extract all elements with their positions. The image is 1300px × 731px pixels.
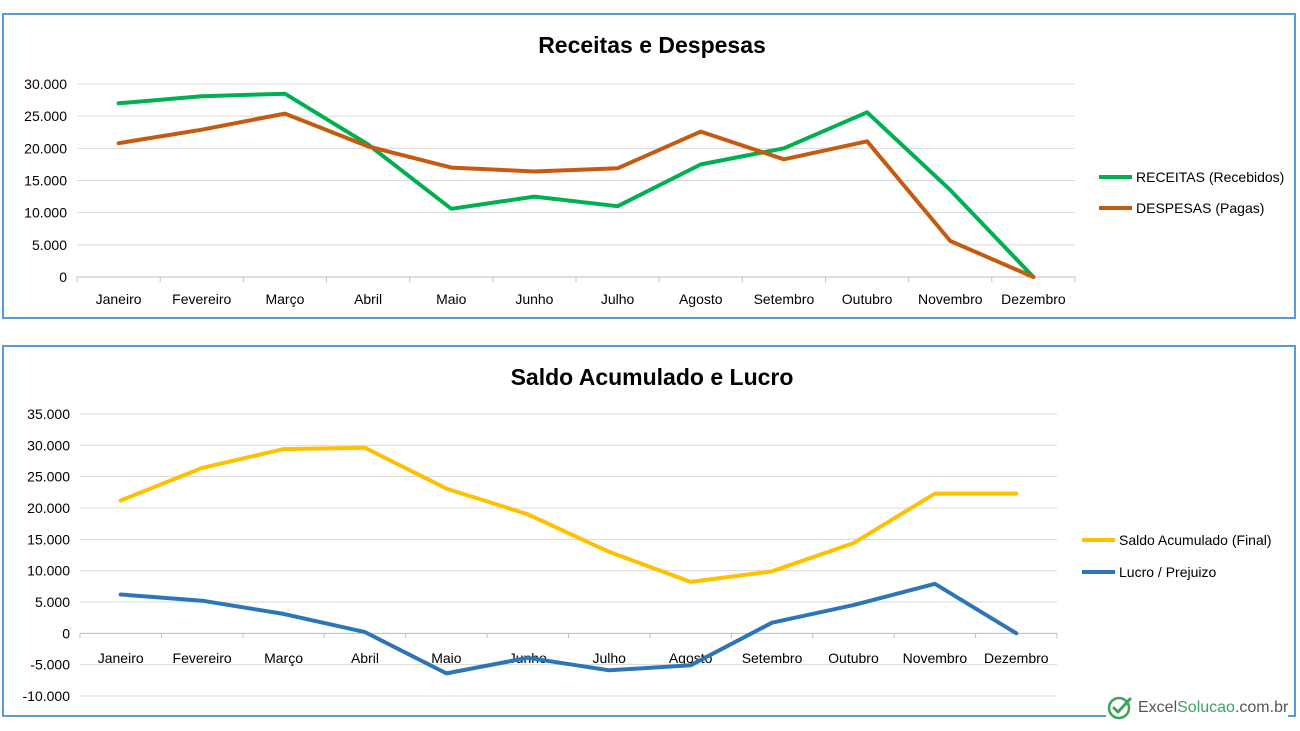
x-tick-label: Dezembro xyxy=(1001,291,1066,307)
x-tick-label: Abril xyxy=(354,291,382,307)
y-tick-label: 20.000 xyxy=(27,500,70,516)
x-tick-label: Outubro xyxy=(842,291,893,307)
x-tick-label: Novembro xyxy=(918,291,983,307)
y-tick-label: 0 xyxy=(62,625,70,641)
x-tick-label: Setembro xyxy=(742,650,803,666)
x-tick-label: Maio xyxy=(436,291,467,307)
series-line-despesas xyxy=(116,111,1036,279)
chart-title: Receitas e Despesas xyxy=(538,32,766,58)
check-circle-icon xyxy=(1107,696,1132,720)
y-tick-label: -5.000 xyxy=(30,657,70,673)
y-tick-label: 30.000 xyxy=(27,437,70,453)
legend-label-despesas: DESPESAS (Pagas) xyxy=(1136,200,1264,216)
x-tick-label: Março xyxy=(265,291,304,307)
x-tick-label: Julho xyxy=(592,650,626,666)
receitas-despesas-chart-panel: Receitas e Despesas 0 5.000 10.000 15.000 20… xyxy=(2,13,1296,319)
x-tick-label: Julho xyxy=(601,291,635,307)
y-tick-label: 0 xyxy=(59,269,67,285)
x-tick-label: Fevereiro xyxy=(173,650,232,666)
y-tick-label: 5.000 xyxy=(35,594,70,610)
x-tick-label: Agosto xyxy=(669,650,713,666)
x-tick-label: Dezembro xyxy=(984,650,1049,666)
series-line-saldo xyxy=(118,445,1019,584)
chart-title: Saldo Acumulado e Lucro xyxy=(511,364,794,390)
x-tick-label: Maio xyxy=(431,650,462,666)
legend-label-receitas: RECEITAS (Recebidos) xyxy=(1136,169,1284,185)
y-tick-label: 10.000 xyxy=(27,563,70,579)
y-tick-label: 25.000 xyxy=(24,108,67,124)
saldo-lucro-chart: Saldo Acumulado e Lucro -10.000 -5.000 0 5.… xyxy=(23,364,1272,704)
y-tick-label: 15.000 xyxy=(24,173,67,189)
x-tick-label: Outubro xyxy=(828,650,879,666)
x-tick-label: Agosto xyxy=(679,291,723,307)
x-tick-label: Setembro xyxy=(754,291,815,307)
y-tick-label: 15.000 xyxy=(27,531,70,547)
x-tick-label: Junho xyxy=(515,291,553,307)
x-tick-label: Novembro xyxy=(903,650,968,666)
brand-text-domain: .com.br xyxy=(1234,699,1289,716)
brand-text-solucao: Solucao xyxy=(1177,699,1235,716)
x-tick-label: Fevereiro xyxy=(172,291,231,307)
brand-text-excel: Excel xyxy=(1138,699,1178,716)
series-line-receitas xyxy=(116,91,1036,279)
y-tick-label: 20.000 xyxy=(24,140,67,156)
series-line-lucro xyxy=(118,581,1019,676)
y-tick-label: 10.000 xyxy=(24,205,67,221)
y-tick-label: 25.000 xyxy=(27,469,70,485)
legend-label-saldo: Saldo Acumulado (Final) xyxy=(1119,532,1272,548)
y-tick-label: 5.000 xyxy=(32,237,67,253)
saldo-lucro-chart-panel: Saldo Acumulado e Lucro -10.000 -5.000 0 5.… xyxy=(2,345,1296,717)
x-tick-label: Janeiro xyxy=(96,291,142,307)
legend-label-lucro: Lucro / Prejuizo xyxy=(1119,564,1216,580)
x-tick-label: Abril xyxy=(351,650,379,666)
y-tick-label: -10.000 xyxy=(23,688,71,704)
x-tick-label: Março xyxy=(264,650,303,666)
y-tick-label: 30.000 xyxy=(24,76,67,92)
receitas-despesas-chart: Receitas e Despesas 0 5.000 10.000 15.000 20… xyxy=(24,32,1284,307)
brand-watermark: Excel Solucao .com.br xyxy=(1106,694,1289,722)
x-tick-label: Janeiro xyxy=(98,650,144,666)
y-tick-label: 35.000 xyxy=(27,406,70,422)
